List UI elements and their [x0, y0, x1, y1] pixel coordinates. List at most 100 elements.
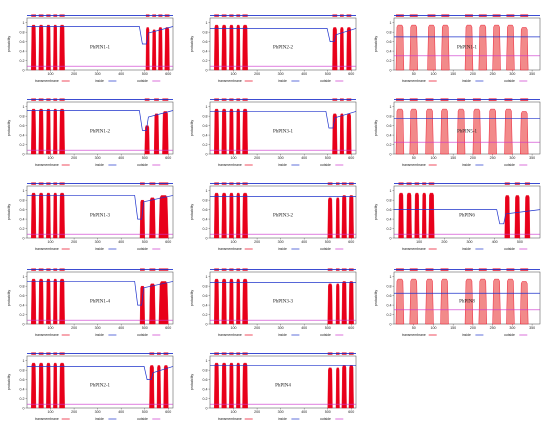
inside-line [27, 366, 174, 380]
y-tick-label: 0.2 [20, 313, 25, 317]
y-tick-label: 0.2 [387, 59, 392, 63]
y-tick-label: 0 [206, 322, 208, 326]
y-tick-label: 0.8 [20, 30, 25, 34]
x-tick-label: 250 [490, 326, 496, 330]
legend-label: outside [320, 163, 331, 167]
tm-helix-peak [335, 367, 340, 409]
tm-helix-peak [46, 108, 51, 155]
legend-label: outside [320, 247, 331, 251]
chart-title: PhPIN1-4 [90, 300, 111, 305]
tm-helix-peak [236, 24, 241, 71]
tmhmm-chart: 0 0.2 0.4 0.6 0.8 1 100 200 300 400 500 600 probabil… [7, 14, 174, 83]
y-tick-label: 0.2 [203, 59, 208, 63]
x-tick-label: 600 [165, 240, 171, 244]
x-tick-label: 100 [48, 326, 54, 330]
y-tick-label: 0.4 [203, 387, 208, 391]
y-tick-label: 1 [390, 105, 392, 109]
tm-helix-peak [395, 278, 405, 325]
x-tick-label: 200 [254, 240, 260, 244]
tm-helix-peak [145, 27, 150, 71]
y-tick-label: 0 [23, 68, 25, 72]
tm-helix-peak [346, 27, 352, 71]
y-tick-label: 0.8 [387, 114, 392, 118]
tm-helix-peak [139, 199, 145, 239]
x-tick-label: 200 [71, 240, 77, 244]
plot-frame [209, 271, 357, 325]
legend-label: inside [278, 417, 287, 421]
inside-line [27, 281, 174, 306]
y-tick-label: 0.8 [203, 368, 208, 372]
tmhmm-panel: 0 0.2 0.4 0.6 0.8 1 50 100 150 200 250 300 350 probab… [372, 262, 544, 340]
x-tick-label: 300 [509, 326, 515, 330]
chart-title: PhPIN1-2 [90, 130, 111, 135]
y-tick-label: 0.6 [203, 378, 208, 382]
x-tick-label: 400 [301, 240, 307, 244]
tm-helix-peak [229, 362, 234, 409]
y-tick-label: 1 [23, 189, 25, 193]
tm-helix-peak [221, 278, 227, 325]
tm-helix-peak [46, 24, 51, 71]
y-tick-label: 0.8 [203, 198, 208, 202]
tm-helix-peak [520, 27, 529, 71]
y-tick-label: 0 [390, 236, 392, 240]
x-tick-label: 600 [348, 410, 354, 414]
y-axis-label: probability [7, 120, 11, 137]
legend-label: transmembrane [218, 247, 242, 251]
tmhmm-chart: 0 0.2 0.4 0.6 0.8 1 100 200 300 400 500 600 probabil… [190, 182, 357, 251]
y-tick-label: 0.8 [387, 198, 392, 202]
x-tick-label: 400 [301, 72, 307, 76]
legend-label: transmembrane [35, 417, 59, 421]
legend-label: inside [95, 417, 104, 421]
x-tick-label: 100 [231, 326, 237, 330]
y-tick-label: 0.2 [387, 313, 392, 317]
y-tick-label: 0.4 [20, 133, 25, 137]
tmhmm-panel: 0 0.2 0.4 0.6 0.8 1 100 200 300 400 500 600 probabil… [188, 8, 360, 86]
tmhmm-panel: 0 0.2 0.4 0.6 0.8 1 100 200 300 400 500 600 probabil… [188, 92, 360, 170]
chart-title: PhPIN2-2 [273, 46, 294, 51]
inside-line [210, 28, 357, 42]
tm-helix-peak [163, 365, 169, 409]
x-tick-label: 500 [142, 72, 148, 76]
legend-label: transmembrane [35, 79, 59, 83]
tm-helix-peak [464, 24, 474, 71]
tm-helix-peak [53, 362, 58, 409]
tm-helix-peak [214, 24, 220, 71]
x-tick-label: 250 [490, 72, 496, 76]
tm-helix-peak [158, 195, 169, 239]
x-tick-label: 600 [165, 156, 171, 160]
y-tick-label: 1 [206, 21, 208, 25]
x-tick-label: 400 [118, 72, 124, 76]
tm-helix-peak [156, 365, 161, 409]
y-axis-label: probability [374, 120, 378, 137]
tm-helix-peak [53, 278, 58, 325]
legend-label: transmembrane [402, 333, 426, 337]
y-tick-label: 0.2 [387, 143, 392, 147]
x-tick-label: 100 [231, 156, 237, 160]
tm-helix-peak [53, 108, 58, 155]
tm-helix-peak [46, 362, 51, 409]
x-tick-label: 300 [509, 72, 515, 76]
tm-helix-peak [229, 108, 234, 155]
y-axis-label: probability [190, 374, 194, 391]
x-tick-label: 500 [325, 326, 331, 330]
x-tick-label: 100 [48, 410, 54, 414]
y-axis-label: probability [7, 374, 11, 391]
tm-helix-peak [242, 108, 248, 155]
tm-helix-peak [242, 24, 248, 71]
tm-helix-peak [214, 192, 220, 239]
tm-helix-peak [236, 278, 241, 325]
legend-label: outside [320, 79, 331, 83]
tm-helix-peak [221, 24, 227, 71]
plot-frame [26, 185, 174, 239]
x-tick-label: 200 [71, 72, 77, 76]
y-tick-label: 0 [390, 68, 392, 72]
x-tick-label: 300 [95, 326, 101, 330]
y-tick-label: 1 [206, 359, 208, 363]
chart-title: PhPIN5-1 [457, 130, 478, 135]
x-tick-label: 500 [517, 240, 523, 244]
tm-helix-peak [139, 285, 145, 325]
y-tick-label: 0 [206, 406, 208, 410]
tmhmm-panel: 0 0.2 0.4 0.6 0.8 1 100 200 300 400 500 probability… [372, 176, 544, 254]
tm-helix-peak [406, 192, 412, 239]
